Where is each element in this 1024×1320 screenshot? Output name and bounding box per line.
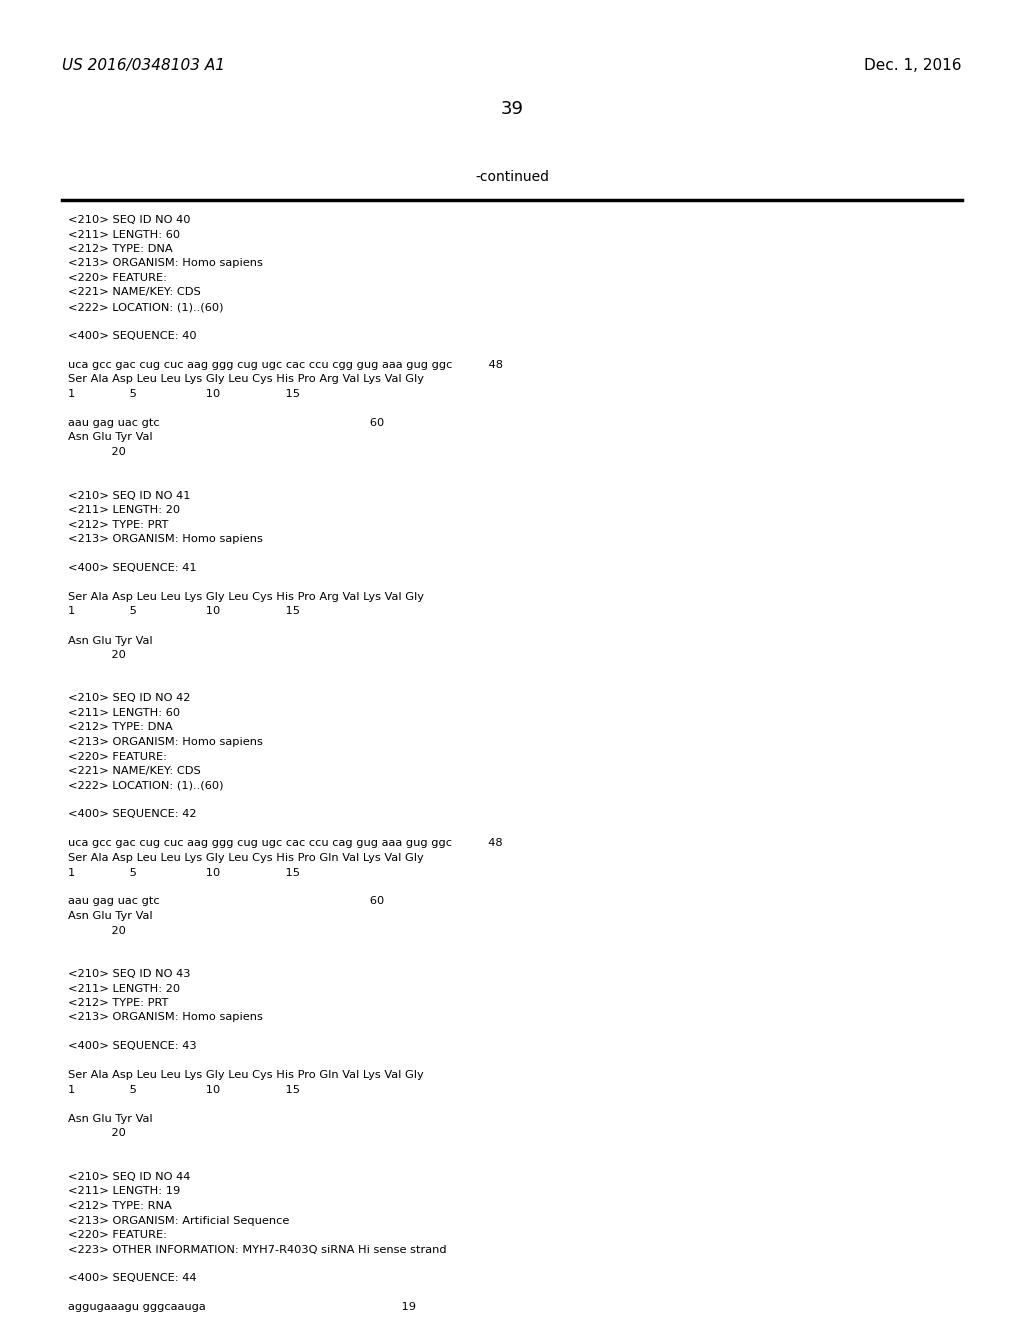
Text: 20: 20 xyxy=(68,1129,126,1138)
Text: <223> OTHER INFORMATION: MYH7-R403Q siRNA Hi sense strand: <223> OTHER INFORMATION: MYH7-R403Q siRN… xyxy=(68,1245,446,1254)
Text: <221> NAME/KEY: CDS: <221> NAME/KEY: CDS xyxy=(68,288,201,297)
Text: aggugaaagu gggcaauga                                                      19: aggugaaagu gggcaauga 19 xyxy=(68,1303,416,1312)
Text: <212> TYPE: PRT: <212> TYPE: PRT xyxy=(68,520,168,529)
Text: Dec. 1, 2016: Dec. 1, 2016 xyxy=(864,58,962,73)
Text: <400> SEQUENCE: 43: <400> SEQUENCE: 43 xyxy=(68,1041,197,1052)
Text: 1               5                   10                  15: 1 5 10 15 xyxy=(68,389,300,399)
Text: aau gag uac gtc                                                          60: aau gag uac gtc 60 xyxy=(68,418,384,428)
Text: 1               5                   10                  15: 1 5 10 15 xyxy=(68,1085,300,1096)
Text: Asn Glu Tyr Val: Asn Glu Tyr Val xyxy=(68,1114,153,1125)
Text: Asn Glu Tyr Val: Asn Glu Tyr Val xyxy=(68,911,153,921)
Text: <210> SEQ ID NO 43: <210> SEQ ID NO 43 xyxy=(68,969,190,979)
Text: <212> TYPE: DNA: <212> TYPE: DNA xyxy=(68,244,173,253)
Text: uca gcc gac cug cuc aag ggg cug ugc cac ccu cgg gug aaa gug ggc          48: uca gcc gac cug cuc aag ggg cug ugc cac … xyxy=(68,360,503,370)
Text: <213> ORGANISM: Homo sapiens: <213> ORGANISM: Homo sapiens xyxy=(68,1012,263,1023)
Text: <213> ORGANISM: Homo sapiens: <213> ORGANISM: Homo sapiens xyxy=(68,259,263,268)
Text: Ser Ala Asp Leu Leu Lys Gly Leu Cys His Pro Arg Val Lys Val Gly: Ser Ala Asp Leu Leu Lys Gly Leu Cys His … xyxy=(68,591,424,602)
Text: <210> SEQ ID NO 44: <210> SEQ ID NO 44 xyxy=(68,1172,190,1181)
Text: <211> LENGTH: 60: <211> LENGTH: 60 xyxy=(68,708,180,718)
Text: <400> SEQUENCE: 41: <400> SEQUENCE: 41 xyxy=(68,564,197,573)
Text: Asn Glu Tyr Val: Asn Glu Tyr Val xyxy=(68,635,153,645)
Text: <222> LOCATION: (1)..(60): <222> LOCATION: (1)..(60) xyxy=(68,302,223,312)
Text: <213> ORGANISM: Artificial Sequence: <213> ORGANISM: Artificial Sequence xyxy=(68,1216,290,1225)
Text: Ser Ala Asp Leu Leu Lys Gly Leu Cys His Pro Gln Val Lys Val Gly: Ser Ala Asp Leu Leu Lys Gly Leu Cys His … xyxy=(68,853,424,863)
Text: 39: 39 xyxy=(501,100,523,117)
Text: <211> LENGTH: 20: <211> LENGTH: 20 xyxy=(68,506,180,515)
Text: Asn Glu Tyr Val: Asn Glu Tyr Val xyxy=(68,433,153,442)
Text: aau gag uac gtc                                                          60: aau gag uac gtc 60 xyxy=(68,896,384,907)
Text: <210> SEQ ID NO 40: <210> SEQ ID NO 40 xyxy=(68,215,190,224)
Text: <212> TYPE: PRT: <212> TYPE: PRT xyxy=(68,998,168,1008)
Text: <212> TYPE: RNA: <212> TYPE: RNA xyxy=(68,1201,172,1210)
Text: <222> LOCATION: (1)..(60): <222> LOCATION: (1)..(60) xyxy=(68,780,223,791)
Text: <210> SEQ ID NO 42: <210> SEQ ID NO 42 xyxy=(68,693,190,704)
Text: <213> ORGANISM: Homo sapiens: <213> ORGANISM: Homo sapiens xyxy=(68,535,263,544)
Text: <210> SEQ ID NO 41: <210> SEQ ID NO 41 xyxy=(68,491,190,500)
Text: <213> ORGANISM: Homo sapiens: <213> ORGANISM: Homo sapiens xyxy=(68,737,263,747)
Text: <400> SEQUENCE: 40: <400> SEQUENCE: 40 xyxy=(68,331,197,341)
Text: <211> LENGTH: 19: <211> LENGTH: 19 xyxy=(68,1187,180,1196)
Text: 1               5                   10                  15: 1 5 10 15 xyxy=(68,606,300,616)
Text: <220> FEATURE:: <220> FEATURE: xyxy=(68,1230,167,1239)
Text: 20: 20 xyxy=(68,447,126,457)
Text: Ser Ala Asp Leu Leu Lys Gly Leu Cys His Pro Gln Val Lys Val Gly: Ser Ala Asp Leu Leu Lys Gly Leu Cys His … xyxy=(68,1071,424,1081)
Text: US 2016/0348103 A1: US 2016/0348103 A1 xyxy=(62,58,225,73)
Text: <221> NAME/KEY: CDS: <221> NAME/KEY: CDS xyxy=(68,766,201,776)
Text: <220> FEATURE:: <220> FEATURE: xyxy=(68,273,167,282)
Text: 1               5                   10                  15: 1 5 10 15 xyxy=(68,867,300,878)
Text: 20: 20 xyxy=(68,925,126,936)
Text: <211> LENGTH: 60: <211> LENGTH: 60 xyxy=(68,230,180,239)
Text: Ser Ala Asp Leu Leu Lys Gly Leu Cys His Pro Arg Val Lys Val Gly: Ser Ala Asp Leu Leu Lys Gly Leu Cys His … xyxy=(68,375,424,384)
Text: <400> SEQUENCE: 42: <400> SEQUENCE: 42 xyxy=(68,809,197,820)
Text: uca gcc gac cug cuc aag ggg cug ugc cac ccu cag gug aaa gug ggc          48: uca gcc gac cug cuc aag ggg cug ugc cac … xyxy=(68,838,503,849)
Text: 20: 20 xyxy=(68,649,126,660)
Text: <400> SEQUENCE: 44: <400> SEQUENCE: 44 xyxy=(68,1274,197,1283)
Text: -continued: -continued xyxy=(475,170,549,183)
Text: <220> FEATURE:: <220> FEATURE: xyxy=(68,751,167,762)
Text: <212> TYPE: DNA: <212> TYPE: DNA xyxy=(68,722,173,733)
Text: <211> LENGTH: 20: <211> LENGTH: 20 xyxy=(68,983,180,994)
